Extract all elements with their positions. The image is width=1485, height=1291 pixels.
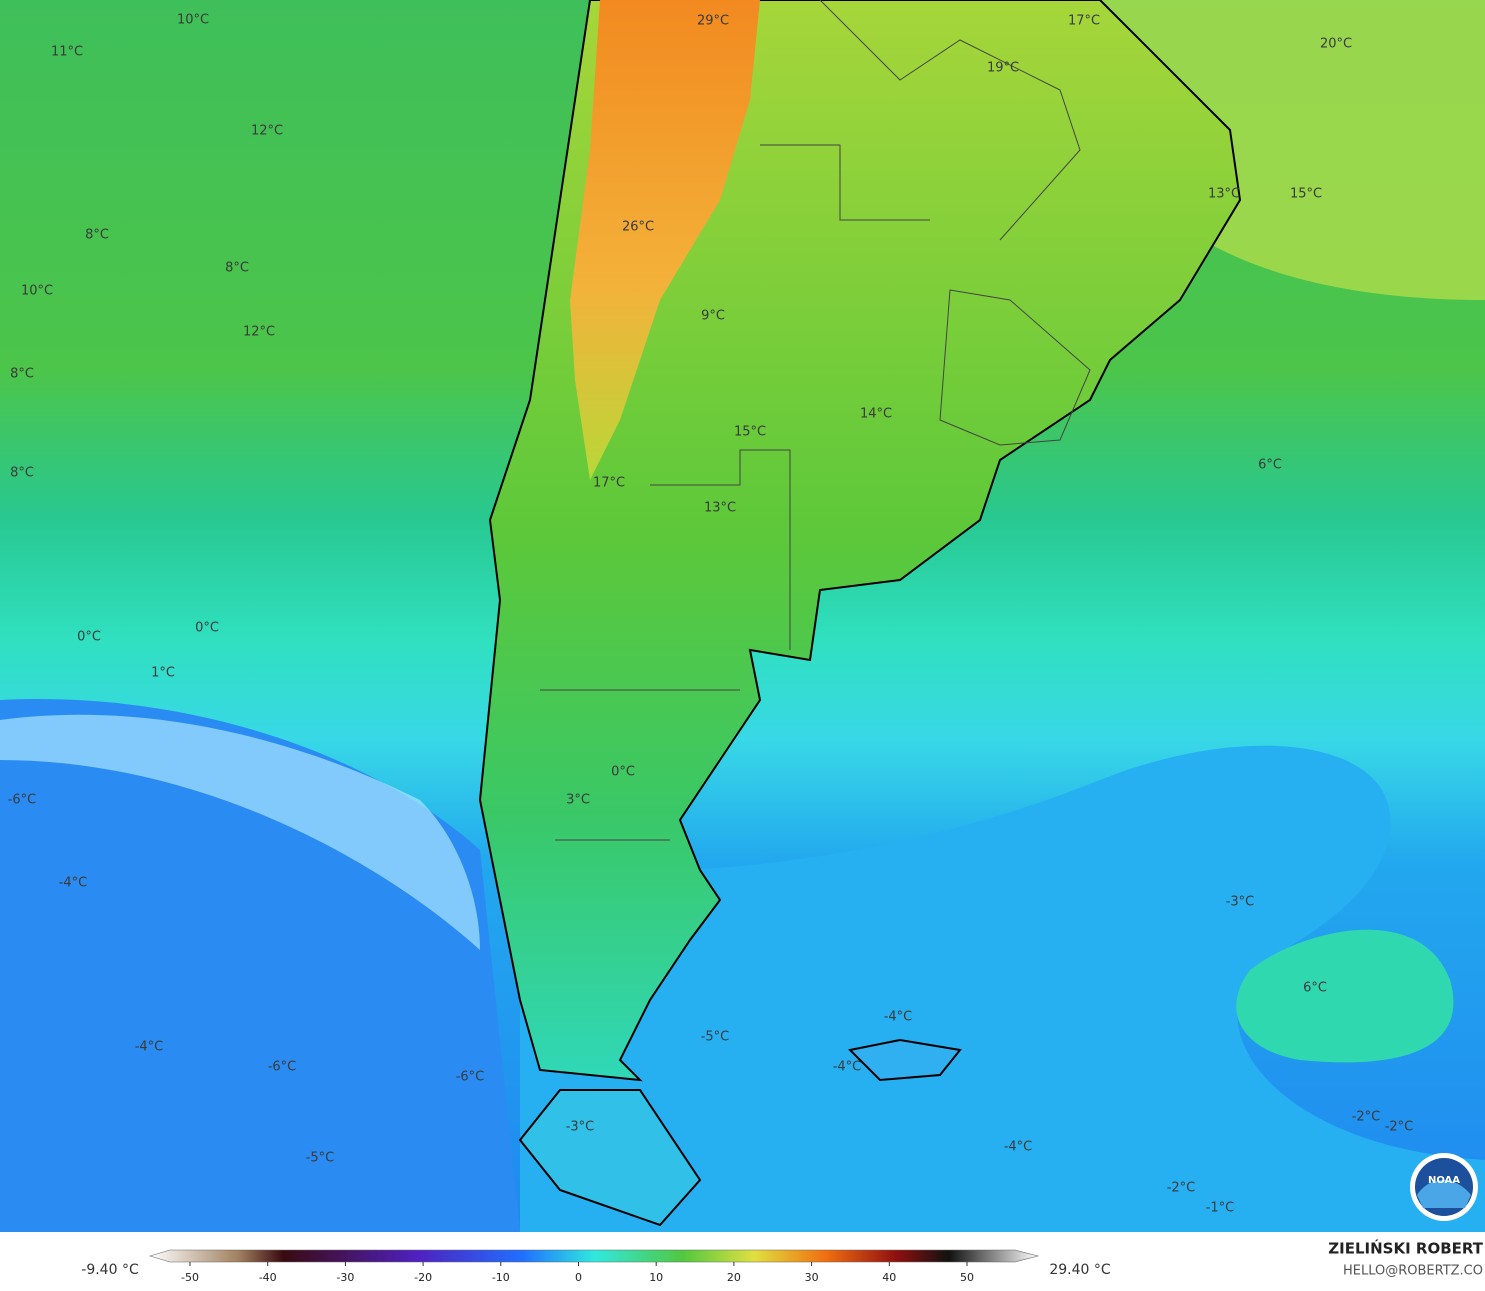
colorbar-tick-label: 20 xyxy=(727,1271,741,1284)
email: HELLO@ROBERTZ.CO xyxy=(1343,1264,1483,1279)
temperature-label: 13°C xyxy=(704,501,736,516)
temperature-label: 0°C xyxy=(611,765,635,780)
temperature-label: 17°C xyxy=(1068,14,1100,29)
colorbar-tick-label: -30 xyxy=(336,1271,354,1284)
legend-min: -9.40 °C xyxy=(81,1262,139,1278)
logo-text: NOAA xyxy=(1428,1175,1460,1186)
temperature-label: 17°C xyxy=(593,476,625,491)
temperature-label: 19°C xyxy=(987,61,1019,76)
temperature-label: -4°C xyxy=(135,1040,164,1055)
temperature-label: 12°C xyxy=(243,325,275,340)
temperature-label: 15°C xyxy=(1290,187,1322,202)
legend-max: 29.40 °C xyxy=(1049,1262,1111,1278)
colorbar-tick-label: 10 xyxy=(649,1271,663,1284)
cold-region xyxy=(520,745,1485,1232)
temperature-label: -4°C xyxy=(1004,1140,1033,1155)
temperature-label: -3°C xyxy=(1226,895,1255,910)
falklands xyxy=(847,1038,962,1082)
temperature-label: -6°C xyxy=(268,1060,297,1075)
temperature-label: -5°C xyxy=(701,1030,730,1045)
borders xyxy=(540,0,1091,841)
map-labels: 10°C 11°C 29°C 17°C 19°C 20°C 12°C 13°C 15°C 8°C 2… xyxy=(8,13,1414,1216)
colorbar-tick-label: 0 xyxy=(575,1271,582,1284)
warm-eddy xyxy=(1236,929,1454,1063)
temperature-label: 13°C xyxy=(1208,187,1240,202)
temperature-label: 11°C xyxy=(51,45,83,60)
temperature-label: 6°C xyxy=(1258,458,1282,473)
colorbar-tick-label: -20 xyxy=(414,1271,432,1284)
temperature-label: -5°C xyxy=(306,1151,335,1166)
colorbar-tick-label: 30 xyxy=(805,1271,819,1284)
colorbar-tick-label: -10 xyxy=(492,1271,510,1284)
colorbar-tick-label: -50 xyxy=(181,1271,199,1284)
temperature-label: 12°C xyxy=(251,124,283,139)
tierra-del-fuego xyxy=(518,1089,702,1227)
andes xyxy=(570,0,760,480)
temperature-label: 3°C xyxy=(566,793,590,808)
temperature-label: 9°C xyxy=(701,309,725,324)
temperature-label: 0°C xyxy=(77,630,101,645)
colorbar-tick-label: 40 xyxy=(882,1271,896,1284)
colorbar-tick-label: 50 xyxy=(960,1271,974,1284)
temperature-label: -2°C xyxy=(1167,1181,1196,1196)
temperature-label: -3°C xyxy=(566,1120,595,1135)
temperature-label: 8°C xyxy=(85,228,109,243)
temperature-label: 8°C xyxy=(10,367,34,382)
temperature-label: -1°C xyxy=(1206,1201,1235,1216)
temperature-label: -6°C xyxy=(8,793,37,808)
temperature-label: -4°C xyxy=(884,1010,913,1025)
temperature-label: -4°C xyxy=(833,1060,862,1075)
temperature-label: 6°C xyxy=(1303,981,1327,996)
temperature-label: 0°C xyxy=(195,621,219,636)
temperature-label: 26°C xyxy=(622,220,654,235)
temperature-label: 8°C xyxy=(225,261,249,276)
temperature-label: 20°C xyxy=(1320,37,1352,52)
temperature-label: 14°C xyxy=(860,407,892,422)
noaa-logo: NOAA xyxy=(1410,1153,1478,1221)
colorbar xyxy=(148,1249,1040,1263)
temperature-label: 10°C xyxy=(177,13,209,28)
temperature-label: 1°C xyxy=(151,666,175,681)
cold-band xyxy=(0,714,480,950)
temperature-label: -6°C xyxy=(456,1070,485,1085)
temperature-label: 15°C xyxy=(734,425,766,440)
author: ZIELIŃSKI ROBERT xyxy=(1328,1239,1483,1258)
temperature-label: 8°C xyxy=(10,466,34,481)
temperature-label: -2°C xyxy=(1352,1110,1381,1125)
temperature-label: 29°C xyxy=(697,14,729,29)
temperature-label: -2°C xyxy=(1385,1120,1414,1135)
colorbar-ticks: -50 -40 -30 -20 -10 0 10 20 30 40 50 xyxy=(181,1262,974,1284)
temperature-label: 10°C xyxy=(21,284,53,299)
temperature-label: -4°C xyxy=(59,876,88,891)
colorbar-tick-label: -40 xyxy=(259,1271,277,1284)
